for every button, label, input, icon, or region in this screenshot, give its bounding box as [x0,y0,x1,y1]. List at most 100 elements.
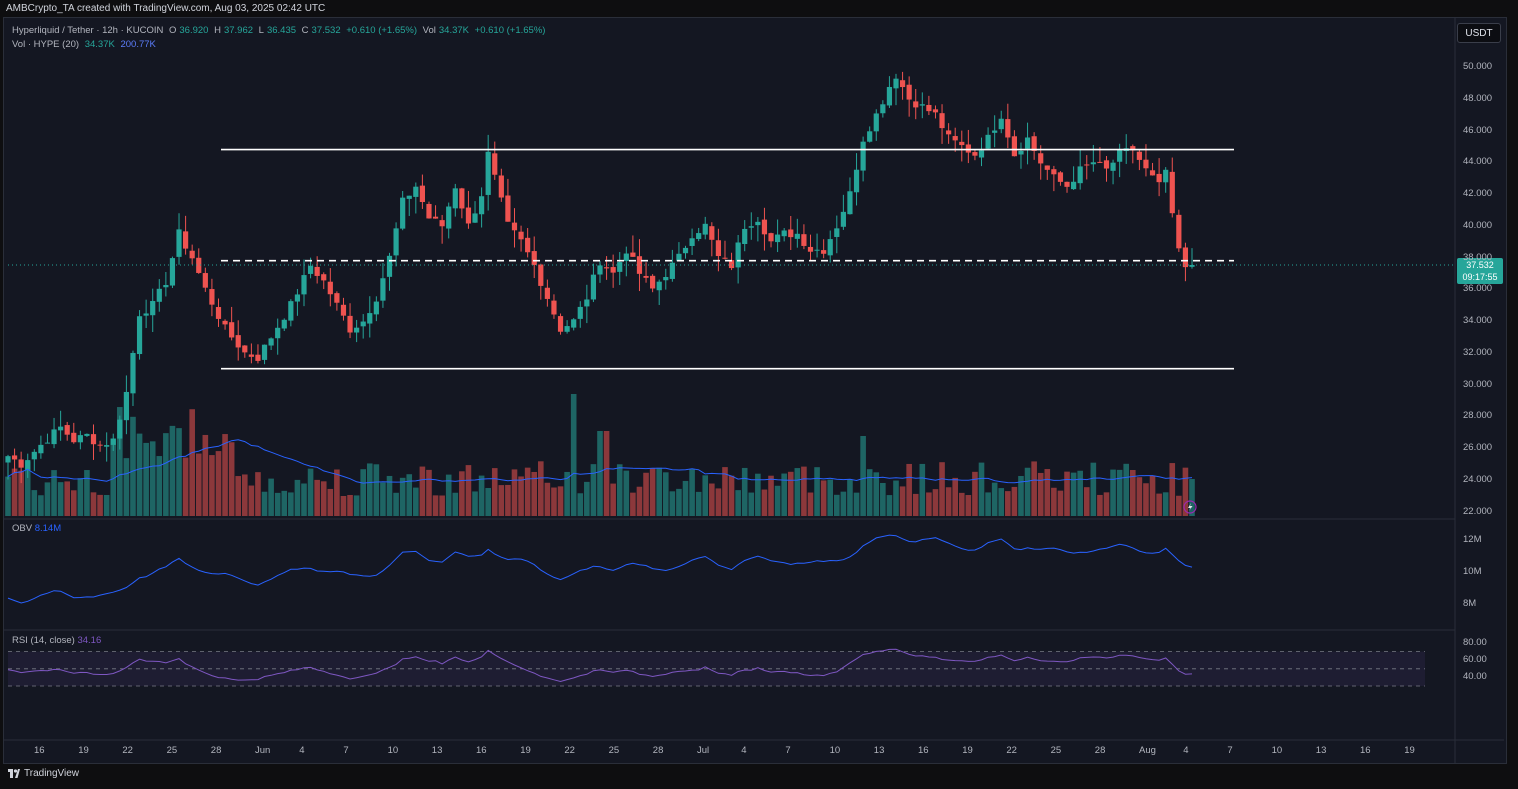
volume-bar [1156,493,1162,516]
candle [373,301,379,315]
candle [426,203,432,219]
candle [419,185,425,203]
time-axis-label: 28 [652,745,664,756]
candle [794,233,800,239]
volume-bar [491,468,498,516]
candle [281,319,287,329]
volume-bar [998,488,1005,516]
volume-bar [978,462,985,516]
currency-button[interactable]: USDT [1457,23,1501,43]
candle [623,253,629,262]
volume-bar [505,484,511,516]
volume-bar [965,495,972,516]
candle [696,233,702,239]
rsi-legend[interactable]: RSI (14, close) 34.16 [12,635,102,646]
volume-bar [722,467,728,516]
volume-bar [886,495,893,516]
volume-legend[interactable]: Vol · HYPE (20) 34.37K 200.77K [12,39,159,50]
candle [709,226,715,240]
volume-bar [781,473,787,516]
volume-bar [709,483,715,516]
volume-bar [169,425,176,516]
volume-bar [149,441,156,516]
last-price: 37.532 [1466,260,1494,270]
volume-bar [873,472,880,516]
candle [77,435,83,443]
candle [1189,264,1195,267]
candle [340,304,347,316]
candle [1156,173,1162,183]
candle [406,195,412,199]
volume-bar [360,469,366,516]
candle [354,327,360,333]
volume-bar [1064,471,1070,516]
price-axis-label: 42.000 [1463,188,1493,200]
price-axis-label: 38.000 [1463,251,1493,263]
time-axis-label: 19 [520,745,531,756]
candle [367,313,373,324]
candle [847,191,853,215]
candle [183,231,189,249]
volume-bar [340,495,347,516]
candle [1176,214,1182,249]
candle [136,316,143,355]
volume-bar [807,492,814,516]
candle [965,144,971,153]
volume-bar [735,490,741,516]
volume-bar [426,469,432,516]
volume-bar [728,475,735,516]
close-value: 37.532 [311,25,341,36]
obv-legend[interactable]: OBV 8.14M [12,523,62,534]
candle [1136,151,1142,160]
time-axis-label: 22 [564,745,575,756]
candle [978,150,985,158]
volume-bar [353,495,360,516]
volume-bar [18,470,24,516]
obv-axis-label: 10M [1463,566,1482,577]
volume-bar [255,472,261,516]
candle [71,432,77,443]
candle [505,195,511,222]
candle [636,256,643,274]
volume-ma-value: 200.77K [120,39,156,50]
candle [314,266,320,276]
volume-bar [143,442,149,516]
candle [926,104,932,112]
candle [97,444,103,446]
price-axis-label: 26.000 [1463,442,1493,454]
candle [130,352,136,394]
volume-bar [1044,469,1051,516]
volume-bar [182,457,189,516]
candle [1077,166,1083,184]
volume-bar [847,479,853,516]
candle [380,278,386,301]
chart-frame[interactable] [3,17,1507,764]
candle [1031,136,1037,151]
candle [156,288,162,302]
candle [472,213,478,223]
symbol-pair: Hyperliquid / Tether · 12h · KUCOIN [12,25,164,36]
candle [755,221,761,226]
volume-bar [827,479,834,516]
volume-bar [972,471,978,516]
volume-bar [741,467,748,516]
candle [261,344,268,360]
volume-bar [268,478,274,516]
volume-bar [926,492,932,516]
volume-bar [51,470,57,516]
volume-bar [1070,472,1077,516]
rsi-axis-label: 80.00 [1463,637,1487,648]
candle [1103,160,1110,169]
volume-bar [334,469,340,516]
symbol-legend[interactable]: Hyperliquid / Tether · 12h · KUCOIN O 36.… [12,25,546,36]
bar-countdown: 09:17:55 [1462,272,1498,282]
candle [617,262,623,272]
volume-bar [939,462,945,516]
rsi-value: 34.16 [77,635,102,646]
volume-bar [564,471,570,516]
candle [728,260,735,269]
volume-bar [307,468,314,516]
tradingview-logo[interactable]: TradingView [8,768,79,779]
candle [327,281,333,295]
